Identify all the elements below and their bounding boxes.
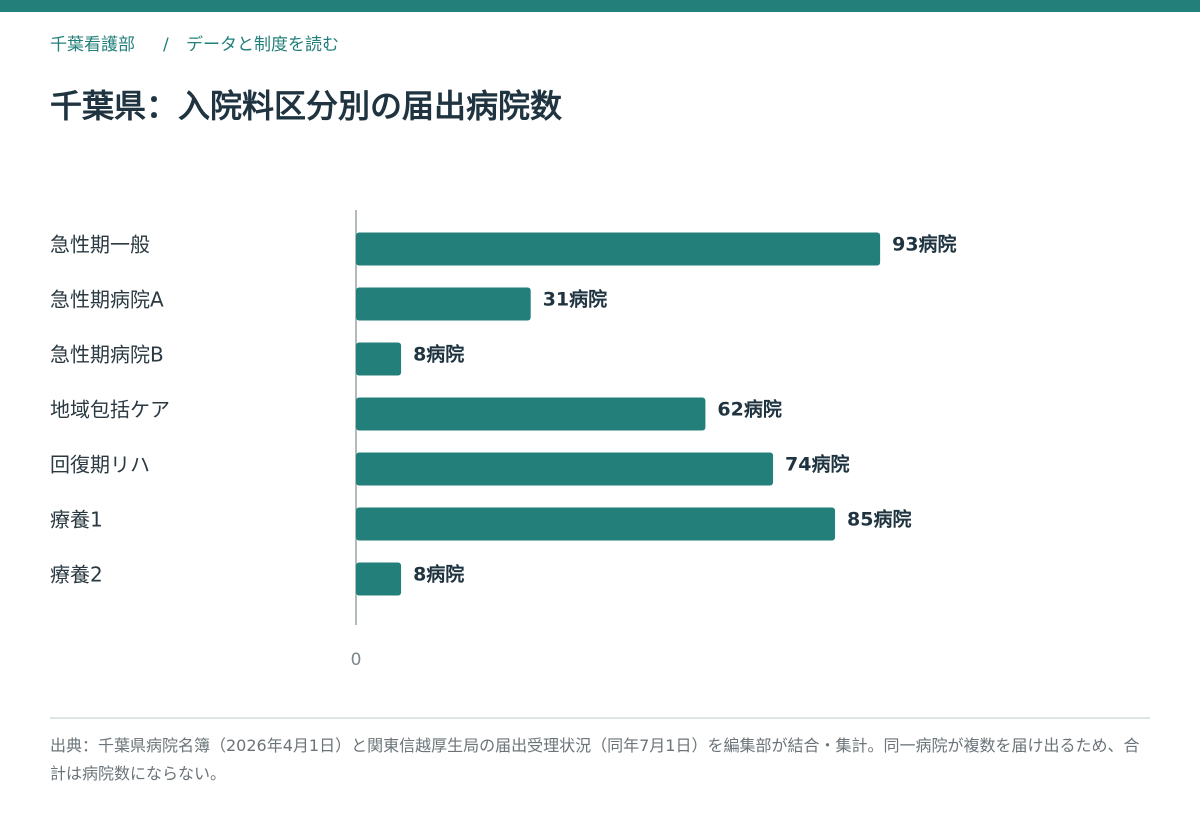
y-tick-label: 療養1 [50,508,103,532]
bar [356,232,881,266]
value-label: 93病院 [892,233,956,256]
bar [356,562,402,596]
value-label: 74病院 [785,453,849,476]
breadcrumb-current: データと制度を読む [186,34,339,55]
breadcrumb-home[interactable]: 千葉看護部 [50,35,135,55]
bar [356,452,774,486]
y-tick-label: 回復期リハ [50,453,150,477]
chart-title: 千葉県：入院料区分別の届出病院数 [50,87,563,125]
value-label: 8病院 [413,563,464,586]
y-tick-label: 地域包括ケア [50,398,170,422]
y-tick-label: 急性期病院B [50,343,164,367]
bar [356,342,402,376]
footnote: 出典：千葉県病院名簿（2026年4月1日）と関東信越厚生局の届出受理状況（同年7… [50,736,1140,783]
value-label: 62病院 [717,398,781,421]
bar [356,287,531,321]
value-label: 8病院 [413,343,464,366]
chart: 千葉看護部 / データと制度を読む 千葉県：入院料区分別の届出病院数 0 急性期一… [0,0,1200,719]
y-tick-label: 急性期一般 [50,233,150,257]
value-label: 85病院 [847,508,911,531]
top-bar [0,0,1200,12]
breadcrumb-separator: / [163,35,169,55]
y-tick-label: 急性期病院A [50,288,164,312]
bar [356,507,836,541]
value-label: 31病院 [543,288,607,311]
y-tick-label: 療養2 [50,563,103,587]
x-tick-label: 0 [351,650,362,670]
bar [356,397,706,431]
